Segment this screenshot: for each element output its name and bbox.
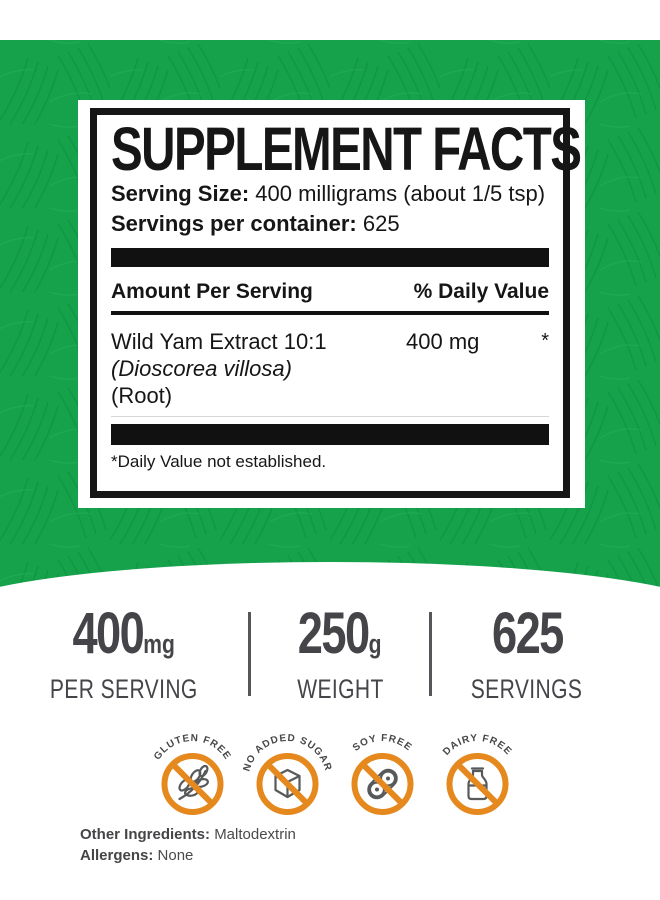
supplement-facts-panel: SUPPLEMENT FACTS Serving Size: 400 milli…: [78, 100, 585, 508]
allergens-label: Allergens:: [80, 847, 154, 864]
ingredient-name-block: Wild Yam Extract 10:1 (Dioscorea villosa…: [111, 328, 406, 409]
column-headers: Amount Per Serving % Daily Value: [111, 280, 549, 304]
stat-weight-number: 250g: [298, 601, 382, 666]
stat-per-serving-number: 400mg: [72, 601, 176, 666]
other-ingredients-line: Other Ingredients: Maltodextrin: [80, 824, 296, 845]
servings-per-container-line: Servings per container: 625: [111, 209, 549, 239]
soy-free-badge: SOY FREE: [335, 714, 430, 824]
daily-value-header: % Daily Value: [413, 280, 549, 303]
stat-weight: 250g WEIGHT: [251, 601, 429, 705]
stat-weight-unit: g: [368, 629, 382, 659]
ingredient-amount: 400 mg: [406, 329, 480, 354]
serving-size-value: 400 milligrams (about 1/5 tsp): [255, 181, 546, 206]
stats-row: 400mg PER SERVING 250g WEIGHT 625 SERVIN…: [0, 601, 660, 705]
separator-bar-top: [111, 248, 549, 267]
badge-row: GLUTEN FREE NO ADD: [145, 714, 525, 824]
amount-per-serving-header: Amount Per Serving: [111, 280, 313, 303]
supplement-facts-border: SUPPLEMENT FACTS Serving Size: 400 milli…: [90, 108, 582, 498]
no-added-sugar-badge: NO ADDED SUGAR: [240, 714, 335, 824]
ingredient-name: Wild Yam Extract 10:1: [111, 329, 327, 354]
header-rule: [111, 311, 549, 315]
ingredient-row: Wild Yam Extract 10:1 (Dioscorea villosa…: [111, 328, 549, 409]
ingredient-daily-value: *: [541, 330, 549, 352]
dairy-free-badge: DAIRY FREE: [430, 714, 525, 824]
panel-title: SUPPLEMENT FACTS: [111, 115, 582, 183]
allergens-line: Allergens: None: [80, 845, 296, 866]
curved-divider: [0, 562, 660, 682]
svg-text:NO ADDED SUGAR: NO ADDED SUGAR: [242, 733, 334, 773]
slash-stroke: [455, 761, 500, 807]
stat-weight-label: WEIGHT: [296, 674, 384, 704]
allergens-value: None: [157, 847, 194, 864]
serving-size-line: Serving Size: 400 milligrams (about 1/5 …: [111, 179, 549, 209]
no-circle: [351, 753, 414, 815]
slash-stroke: [265, 761, 310, 807]
stat-servings: 625 SERVINGS: [432, 601, 622, 705]
stats-divider: [429, 612, 432, 696]
no-added-sugar-arc-label: NO ADDED SUGAR: [242, 733, 333, 773]
servings-value: 625: [362, 211, 400, 236]
separator-bar-bottom: [111, 424, 549, 445]
gluten-free-badge: GLUTEN FREE: [145, 714, 240, 824]
other-ingredients-label: Other Ingredients:: [80, 826, 211, 843]
serving-size-label: Serving Size:: [111, 181, 250, 206]
slash-stroke: [170, 761, 215, 807]
stat-per-serving: 400mg PER SERVING: [0, 601, 248, 705]
slash-stroke: [360, 761, 405, 807]
stat-servings-number: 625: [491, 601, 564, 666]
stats-divider: [248, 612, 251, 696]
soy-free-arc-label: SOY FREE: [351, 733, 413, 754]
stat-per-serving-unit: mg: [143, 629, 176, 659]
no-circle: [256, 753, 319, 815]
footer-ingredients: Other Ingredients: Maltodextrin Allergen…: [80, 824, 296, 866]
ingredient-rule: [111, 416, 549, 417]
servings-label: Servings per container:: [111, 211, 357, 236]
daily-value-footnote: *Daily Value not established.: [111, 452, 327, 471]
no-circle: [161, 753, 224, 815]
no-circle: [446, 753, 509, 815]
stat-per-serving-label: PER SERVING: [50, 674, 198, 704]
svg-text:SOY FREE: SOY FREE: [351, 733, 414, 754]
ingredient-latin-name: (Dioscorea villosa): [111, 356, 292, 381]
stat-servings-label: SERVINGS: [471, 674, 583, 704]
ingredient-plant-part: (Root): [111, 383, 173, 408]
other-ingredients-value: Maltodextrin: [214, 826, 296, 843]
